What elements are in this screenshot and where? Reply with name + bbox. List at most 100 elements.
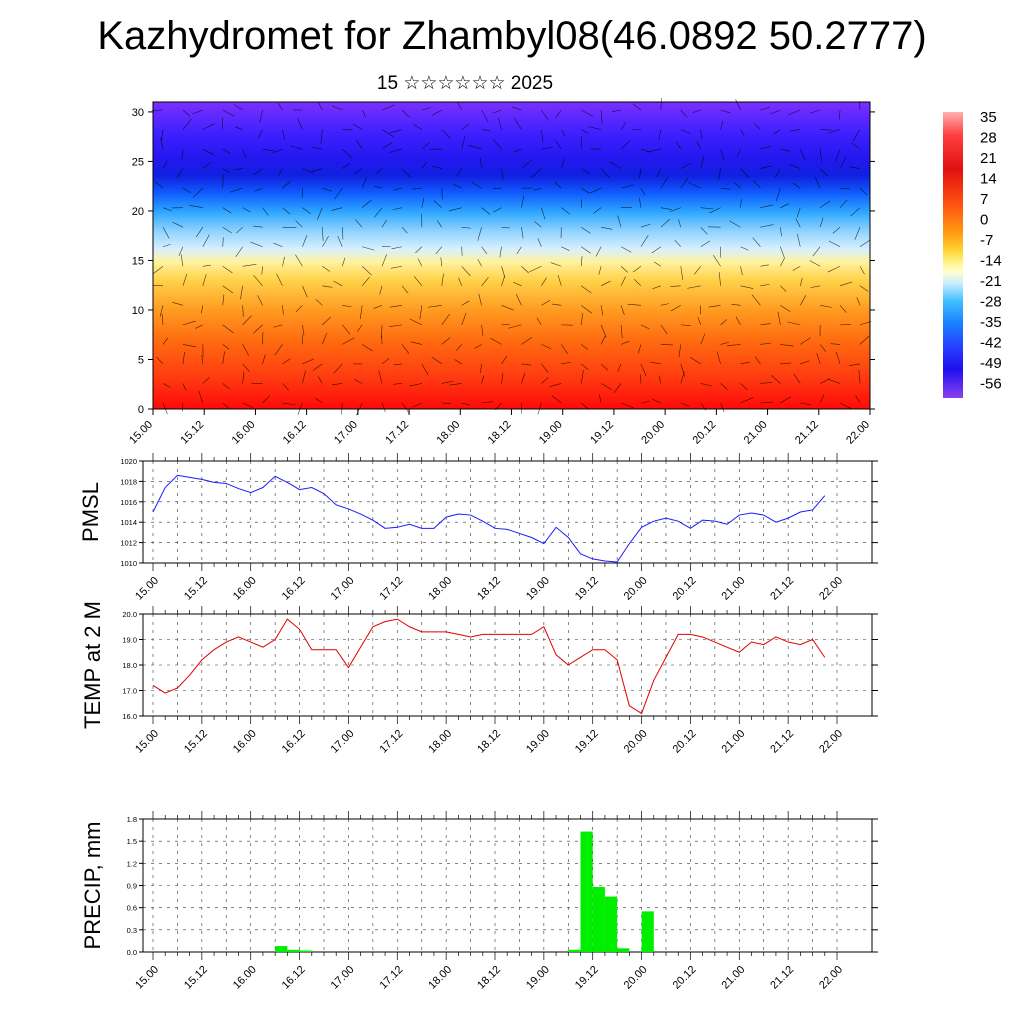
wind-barb bbox=[780, 227, 782, 237]
wind-barb bbox=[501, 266, 506, 278]
x-tick-label: 18.00 bbox=[434, 419, 462, 447]
wind-barb bbox=[752, 237, 761, 247]
colorbar-label: -28 bbox=[980, 294, 1002, 311]
wind-barb bbox=[421, 141, 430, 150]
wind-barb bbox=[508, 324, 522, 329]
wind-barb bbox=[456, 101, 462, 111]
wind-barb bbox=[859, 187, 868, 196]
wind-barb bbox=[322, 227, 324, 241]
wind-barb bbox=[760, 284, 770, 287]
wind-barb bbox=[393, 187, 403, 191]
wind-barb bbox=[581, 246, 591, 254]
wind-barb bbox=[202, 148, 215, 156]
wind-barb bbox=[838, 109, 841, 120]
x-tick-label: 20.00 bbox=[622, 964, 650, 992]
wind-barb bbox=[498, 117, 502, 130]
wind-barb bbox=[700, 240, 711, 247]
wind-barb bbox=[222, 168, 231, 174]
wind-barb bbox=[162, 243, 171, 248]
wind-barb bbox=[859, 285, 869, 292]
wind-barb bbox=[361, 266, 372, 276]
wind-barb bbox=[341, 257, 346, 267]
wind-barb bbox=[176, 168, 184, 178]
wind-barb bbox=[401, 285, 409, 294]
wind-barb bbox=[297, 117, 303, 130]
wind-barb bbox=[595, 246, 602, 257]
wind-barb bbox=[600, 363, 609, 371]
wind-barb bbox=[670, 305, 681, 312]
wind-barb bbox=[640, 187, 646, 196]
wind-barb bbox=[814, 176, 821, 189]
wind-barb bbox=[720, 342, 730, 345]
wind-barb bbox=[222, 402, 231, 410]
wind-barb bbox=[819, 149, 822, 162]
wind-barb bbox=[178, 246, 184, 256]
grid bbox=[143, 460, 872, 564]
wind-barb bbox=[314, 397, 323, 404]
wind-barb bbox=[787, 321, 801, 326]
wind-barb bbox=[740, 266, 743, 276]
x-tick-label: 19.12 bbox=[573, 728, 601, 756]
wind-barb bbox=[839, 281, 853, 287]
wind-barb bbox=[222, 226, 232, 234]
wind-barb bbox=[720, 402, 725, 413]
wind-barb bbox=[531, 168, 542, 179]
wind-barb bbox=[381, 129, 395, 138]
x-tick-label: 18.00 bbox=[426, 575, 454, 603]
wind-barb bbox=[421, 198, 425, 208]
wind-barb bbox=[740, 129, 745, 137]
x-tick-label: 18.00 bbox=[426, 728, 454, 756]
y-tick-label: 1012 bbox=[120, 539, 137, 548]
wind-barb bbox=[481, 129, 491, 132]
wind-barb bbox=[760, 382, 773, 384]
wind-barb bbox=[481, 207, 491, 215]
wind-barb bbox=[541, 277, 547, 286]
wind-barb bbox=[501, 373, 504, 384]
wind-barb bbox=[820, 200, 831, 208]
x-tick-label: 16.12 bbox=[280, 728, 308, 756]
wind-barb bbox=[259, 109, 263, 123]
wind-barb bbox=[235, 246, 243, 257]
wind-barb bbox=[632, 103, 642, 111]
wind-barb bbox=[295, 254, 303, 267]
wind-barb bbox=[720, 109, 731, 114]
wind-barb bbox=[600, 109, 603, 124]
wind-barb bbox=[660, 207, 672, 210]
wind-barb bbox=[222, 207, 232, 214]
wind-barb bbox=[273, 324, 283, 328]
wind-barb bbox=[812, 246, 821, 257]
wind-barb bbox=[820, 129, 833, 131]
wind-barb bbox=[816, 353, 821, 365]
wind-barb bbox=[533, 187, 542, 191]
wind-barb bbox=[660, 344, 673, 346]
wind-barb bbox=[515, 294, 522, 306]
wind-barb bbox=[541, 299, 551, 306]
wind-barb bbox=[858, 369, 861, 384]
wind-barb bbox=[716, 351, 721, 365]
wind-barb bbox=[282, 181, 291, 189]
wind-barb bbox=[737, 148, 741, 157]
x-tick-label: 18.12 bbox=[475, 575, 503, 603]
wind-barb bbox=[162, 227, 170, 239]
precip-bar bbox=[617, 948, 630, 952]
wind-barb bbox=[302, 285, 308, 298]
y-tick-label: 1016 bbox=[120, 498, 137, 507]
wind-barb bbox=[458, 277, 462, 286]
wind-barb bbox=[581, 226, 591, 234]
wind-barb bbox=[461, 300, 470, 306]
x-tick-label: 16.00 bbox=[231, 575, 259, 603]
wind-barb bbox=[541, 109, 549, 121]
wind-barb bbox=[222, 344, 230, 350]
wind-barb bbox=[688, 182, 701, 189]
wind-barb bbox=[242, 263, 257, 267]
wind-barb bbox=[521, 195, 525, 208]
wind-barb bbox=[501, 275, 505, 286]
wind-barb bbox=[680, 371, 685, 384]
wind-barb bbox=[754, 356, 761, 365]
wind-barb bbox=[441, 273, 444, 286]
wind-barb bbox=[374, 207, 383, 218]
wind-barb bbox=[481, 324, 484, 336]
wind-barb bbox=[620, 184, 634, 189]
wind-barb bbox=[581, 402, 590, 410]
x-tick-label: 21.12 bbox=[768, 575, 796, 603]
